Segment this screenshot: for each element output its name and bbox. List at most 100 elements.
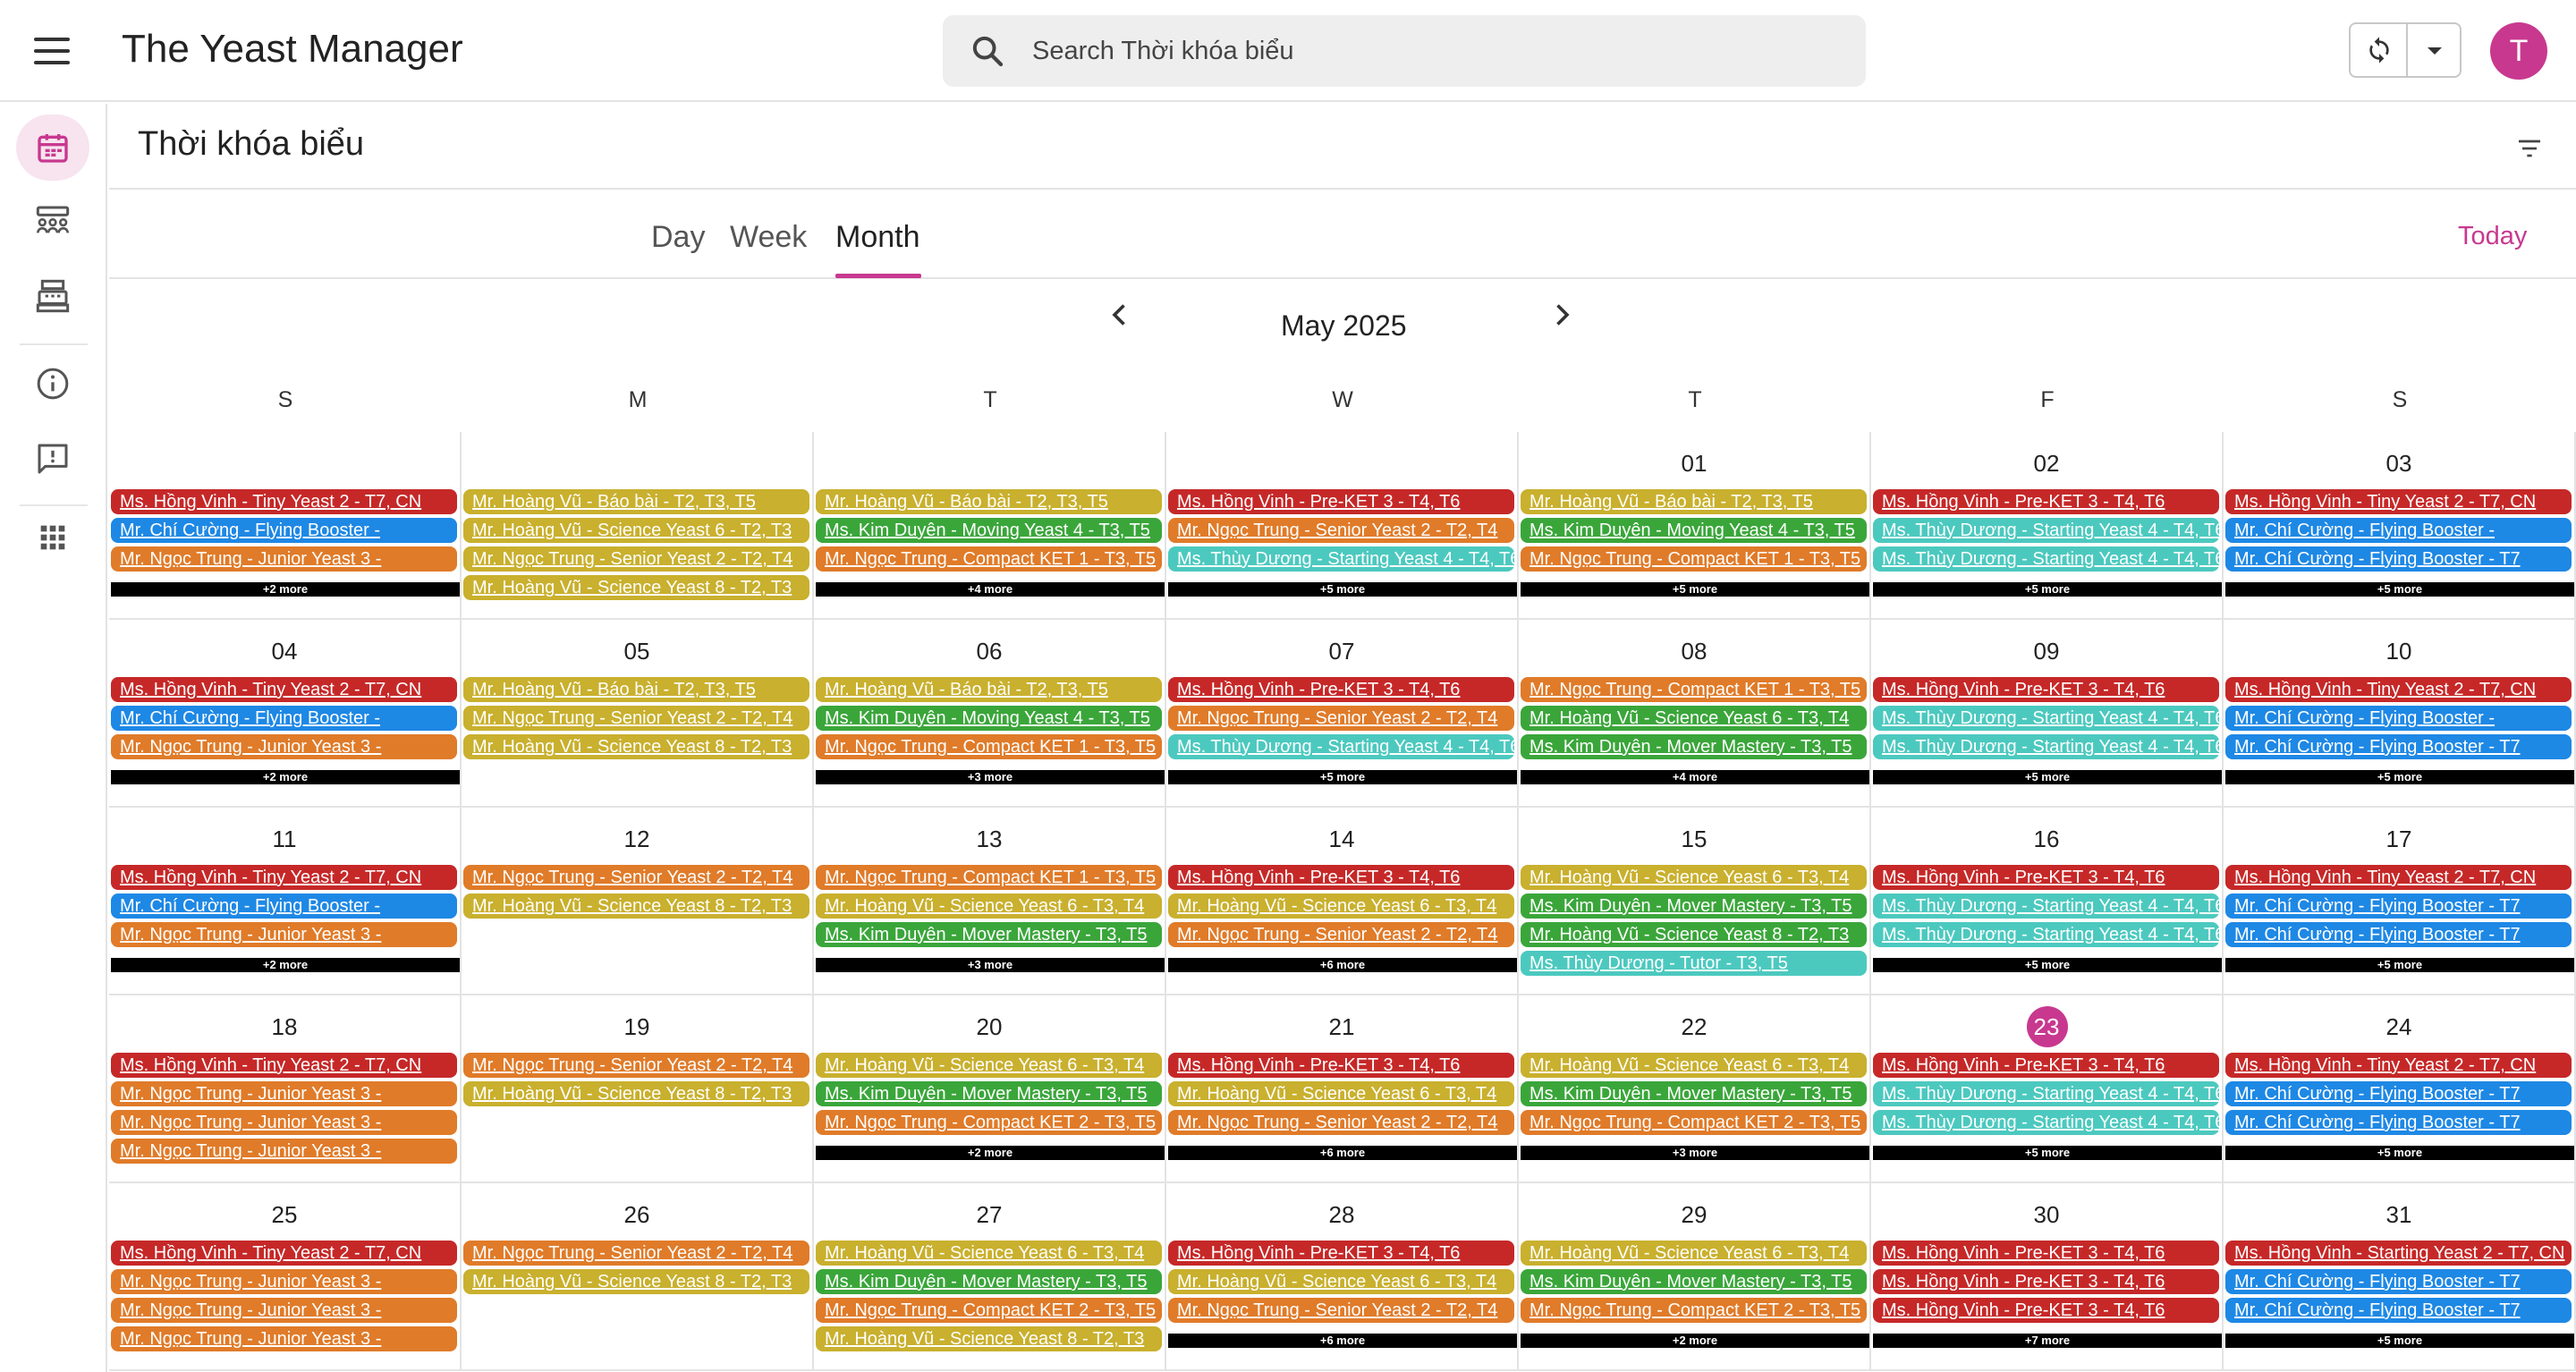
event-chip[interactable]: Mr. Chí Cường - Flying Booster - T7 (2225, 1298, 2572, 1323)
day-number[interactable]: 07 (1328, 638, 1355, 665)
more-events-link[interactable]: +4 more (1521, 770, 1869, 784)
day-cell[interactable]: 04 Ms. Hồng Vinh - Tiny Yeast 2 - T7, CN M… (109, 620, 462, 808)
day-number[interactable]: 28 (1328, 1201, 1355, 1228)
event-chip[interactable]: Mr. Hoàng Vũ - Science Yeast 6 - T3, T4 (1521, 706, 1867, 731)
event-chip[interactable]: Ms. Thùy Dương - Tutor - T3, T5 (1521, 951, 1867, 976)
event-chip[interactable]: Mr. Hoàng Vũ - Báo bài - T2, T3, T5 (816, 677, 1162, 702)
day-number[interactable]: 13 (976, 826, 1003, 852)
day-number[interactable]: 31 (2385, 1201, 2412, 1228)
more-events-link[interactable]: +7 more (1873, 1334, 2222, 1348)
more-events-link[interactable]: +2 more (111, 958, 460, 972)
day-cell[interactable]: 22 Mr. Hoàng Vũ - Science Yeast 6 - T3, T… (1519, 995, 1871, 1183)
day-cell[interactable]: 05 Mr. Hoàng Vũ - Báo bài - T2, T3, T5 Mr.… (462, 620, 814, 808)
event-chip[interactable]: Mr. Ngọc Trung - Senior Yeast 2 - T2, T4 (463, 1241, 809, 1266)
event-chip[interactable]: Mr. Hoàng Vũ - Science Yeast 8 - T2, T3 (816, 1326, 1162, 1351)
event-chip[interactable]: Mr. Hoàng Vũ - Báo bài - T2, T3, T5 (463, 677, 809, 702)
event-chip[interactable]: Mr. Ngọc Trung - Compact KET 1 - T3, T5 (1521, 677, 1867, 702)
event-chip[interactable]: Mr. Ngọc Trung - Senior Yeast 2 - T2, T4 (1168, 706, 1514, 731)
day-number[interactable]: 29 (1681, 1201, 1707, 1228)
event-chip[interactable]: Ms. Hồng Vinh - Pre-KET 3 - T4, T6 (1873, 489, 2219, 514)
day-number[interactable]: 02 (2033, 450, 2060, 477)
day-number[interactable]: 30 (2033, 1201, 2060, 1228)
day-number[interactable]: 15 (1681, 826, 1707, 852)
day-number[interactable]: 10 (2385, 638, 2412, 665)
event-chip[interactable]: Mr. Ngọc Trung - Senior Yeast 2 - T2, T4 (1168, 518, 1514, 543)
event-chip[interactable]: Mr. Ngọc Trung - Compact KET 2 - T3, T5 (1521, 1298, 1867, 1323)
event-chip[interactable]: Ms. Hồng Vinh - Pre-KET 3 - T4, T6 (1873, 865, 2219, 890)
more-events-link[interactable]: +2 more (111, 770, 460, 784)
day-cell[interactable]: 08 Mr. Ngọc Trung - Compact KET 1 - T3, T… (1519, 620, 1871, 808)
event-chip[interactable]: Ms. Hồng Vinh - Tiny Yeast 2 - T7, CN (2225, 677, 2572, 702)
event-chip[interactable]: Ms. Hồng Vinh - Pre-KET 3 - T4, T6 (1168, 1053, 1514, 1078)
event-chip[interactable]: Mr. Hoàng Vũ - Science Yeast 6 - T3, T4 (1521, 1053, 1867, 1078)
event-chip[interactable]: Mr. Hoàng Vũ - Science Yeast 6 - T3, T4 (1521, 865, 1867, 890)
event-chip[interactable]: Ms. Kim Duyên - Mover Mastery - T3, T5 (1521, 893, 1867, 919)
filter-icon[interactable] (2515, 134, 2544, 163)
search-input[interactable] (1032, 28, 1837, 74)
day-number[interactable]: 18 (271, 1013, 298, 1040)
sidebar-item-info[interactable] (16, 351, 89, 417)
event-chip[interactable]: Ms. Thùy Dương - Starting Yeast 4 - T4, … (1873, 922, 2219, 947)
event-chip[interactable]: Mr. Chí Cường - Flying Booster - T7 (2225, 1081, 2572, 1106)
event-chip[interactable]: Mr. Hoàng Vũ - Báo bài - T2, T3, T5 (463, 489, 809, 514)
search-bar[interactable] (943, 15, 1866, 87)
event-chip[interactable]: Ms. Hồng Vinh - Pre-KET 3 - T4, T6 (1873, 1298, 2219, 1323)
day-cell[interactable]: Ms. Hồng Vinh - Pre-KET 3 - T4, T6 Mr. Ng… (1166, 432, 1519, 620)
more-events-link[interactable]: +5 more (1873, 770, 2222, 784)
event-chip[interactable]: Ms. Thùy Dương - Starting Yeast 4 - T4, … (1873, 734, 2219, 759)
event-chip[interactable]: Mr. Hoàng Vũ - Science Yeast 8 - T2, T3 (1521, 922, 1867, 947)
event-chip[interactable]: Mr. Chí Cường - Flying Booster - T7 (2225, 734, 2572, 759)
event-chip[interactable]: Mr. Hoàng Vũ - Science Yeast 6 - T3, T4 (1168, 1269, 1514, 1294)
event-chip[interactable]: Mr. Chí Cường - Flying Booster - (111, 893, 457, 919)
day-number[interactable]: 05 (623, 638, 650, 665)
event-chip[interactable]: Mr. Ngọc Trung - Senior Yeast 2 - T2, T4 (463, 706, 809, 731)
sync-button[interactable] (2351, 24, 2408, 76)
event-chip[interactable]: Ms. Hồng Vinh - Tiny Yeast 2 - T7, CN (2225, 865, 2572, 890)
day-cell[interactable]: 11 Ms. Hồng Vinh - Tiny Yeast 2 - T7, CN M… (109, 808, 462, 995)
day-cell[interactable]: 03 Ms. Hồng Vinh - Tiny Yeast 2 - T7, CN M… (2224, 432, 2576, 620)
event-chip[interactable]: Ms. Thùy Dương - Starting Yeast 4 - T4, … (1873, 893, 2219, 919)
event-chip[interactable]: Mr. Ngọc Trung - Junior Yeast 3 - (111, 1269, 457, 1294)
sidebar-item-apps[interactable] (16, 504, 89, 571)
event-chip[interactable]: Mr. Ngọc Trung - Compact KET 1 - T3, T5 (816, 546, 1162, 572)
event-chip[interactable]: Mr. Ngọc Trung - Senior Yeast 2 - T2, T4 (463, 865, 809, 890)
day-number[interactable]: 17 (2385, 826, 2412, 852)
event-chip[interactable]: Ms. Hồng Vinh - Pre-KET 3 - T4, T6 (1873, 1053, 2219, 1078)
event-chip[interactable]: Mr. Chí Cường - Flying Booster - T7 (2225, 922, 2572, 947)
event-chip[interactable]: Mr. Chí Cường - Flying Booster - T7 (2225, 893, 2572, 919)
event-chip[interactable]: Mr. Chí Cường - Flying Booster - (2225, 518, 2572, 543)
event-chip[interactable]: Mr. Chí Cường - Flying Booster - T7 (2225, 1110, 2572, 1135)
event-chip[interactable]: Mr. Ngọc Trung - Junior Yeast 3 - (111, 1110, 457, 1135)
event-chip[interactable]: Ms. Thùy Dương - Starting Yeast 4 - T4, … (1168, 546, 1514, 572)
more-events-link[interactable]: +5 more (2225, 1334, 2574, 1348)
tab-day[interactable]: Day (651, 220, 706, 254)
event-chip[interactable]: Mr. Hoàng Vũ - Science Yeast 8 - T2, T3 (463, 734, 809, 759)
event-chip[interactable]: Mr. Ngọc Trung - Compact KET 1 - T3, T5 (816, 865, 1162, 890)
day-number[interactable]: 01 (1681, 450, 1707, 477)
event-chip[interactable]: Mr. Ngọc Trung - Compact KET 2 - T3, T5 (1521, 1110, 1867, 1135)
more-events-link[interactable]: +5 more (2225, 958, 2574, 972)
day-cell[interactable]: 12 Mr. Ngọc Trung - Senior Yeast 2 - T2, … (462, 808, 814, 995)
day-cell[interactable]: 24 Ms. Hồng Vinh - Tiny Yeast 2 - T7, CN M… (2224, 995, 2576, 1183)
event-chip[interactable]: Mr. Ngọc Trung - Junior Yeast 3 - (111, 1298, 457, 1323)
event-chip[interactable]: Ms. Hồng Vinh - Pre-KET 3 - T4, T6 (1168, 865, 1514, 890)
day-number[interactable]: 21 (1328, 1013, 1355, 1040)
day-cell[interactable]: 09 Ms. Hồng Vinh - Pre-KET 3 - T4, T6 Ms. … (1871, 620, 2224, 808)
day-number[interactable]: 27 (976, 1201, 1003, 1228)
more-events-link[interactable]: +5 more (1873, 582, 2222, 597)
more-events-link[interactable]: +5 more (1521, 582, 1869, 597)
day-number[interactable]: 03 (2385, 450, 2412, 477)
tab-week[interactable]: Week (730, 220, 808, 254)
day-cell[interactable]: 01 Mr. Hoàng Vũ - Báo bài - T2, T3, T5 Ms.… (1519, 432, 1871, 620)
event-chip[interactable]: Mr. Hoàng Vũ - Báo bài - T2, T3, T5 (1521, 489, 1867, 514)
day-cell[interactable]: Mr. Hoàng Vũ - Báo bài - T2, T3, T5 Ms. K… (814, 432, 1166, 620)
event-chip[interactable]: Mr. Ngọc Trung - Compact KET 1 - T3, T5 (1521, 546, 1867, 572)
event-chip[interactable]: Mr. Hoàng Vũ - Science Yeast 6 - T3, T4 (816, 1241, 1162, 1266)
day-cell[interactable]: 13 Mr. Ngọc Trung - Compact KET 1 - T3, T… (814, 808, 1166, 995)
day-cell[interactable]: 02 Ms. Hồng Vinh - Pre-KET 3 - T4, T6 Ms. … (1871, 432, 2224, 620)
event-chip[interactable]: Mr. Chí Cường - Flying Booster - (111, 518, 457, 543)
event-chip[interactable]: Mr. Hoàng Vũ - Science Yeast 6 - T3, T4 (1521, 1241, 1867, 1266)
more-events-link[interactable]: +5 more (1168, 582, 1517, 597)
more-events-link[interactable]: +2 more (111, 582, 460, 597)
more-events-link[interactable]: +6 more (1168, 958, 1517, 972)
